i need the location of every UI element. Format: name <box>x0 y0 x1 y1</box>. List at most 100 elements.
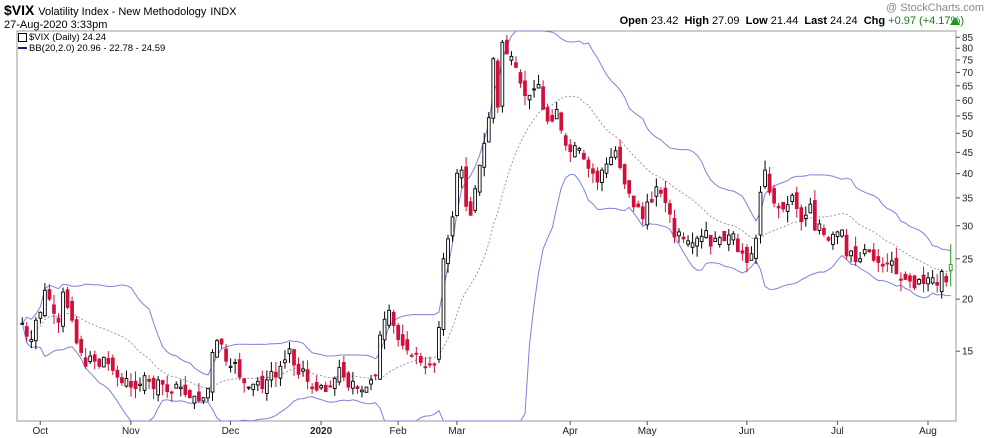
candle-body <box>935 282 940 286</box>
candle-body <box>151 377 156 390</box>
candle-body <box>346 372 351 388</box>
candle-body <box>33 319 38 342</box>
candle-body <box>509 55 514 61</box>
candle-body <box>668 203 672 215</box>
candle-body <box>486 117 491 143</box>
open-label: Open <box>619 15 648 27</box>
candle-body <box>97 358 102 367</box>
candle-body <box>876 256 881 263</box>
candle-body <box>613 150 618 158</box>
candle <box>346 371 351 391</box>
candle <box>813 190 817 232</box>
candle <box>785 195 790 223</box>
candle <box>292 348 296 376</box>
candle-body <box>622 164 627 185</box>
candle <box>572 141 577 158</box>
candle <box>935 273 940 293</box>
x-tick-label: Dec <box>222 426 240 437</box>
candle-body <box>165 384 170 393</box>
bollinger-bands <box>21 30 951 422</box>
candle <box>722 230 727 242</box>
candle-body <box>672 217 677 238</box>
candle-body <box>758 191 763 236</box>
ohlc-readout: Open 23.42 High 27.09 Low 21.44 Last 24.… <box>620 15 964 27</box>
candle <box>731 231 736 246</box>
candle-body <box>369 379 373 385</box>
candle <box>826 235 831 242</box>
candle <box>917 277 921 286</box>
candle-body <box>649 199 654 203</box>
candle <box>138 377 142 392</box>
candle-body <box>450 216 455 237</box>
candle-body <box>337 367 342 383</box>
candle <box>459 166 464 189</box>
candle-body <box>283 359 287 364</box>
candle <box>745 244 749 273</box>
y-tick-label: 30 <box>962 221 974 232</box>
candle <box>803 206 808 227</box>
candle-body <box>849 250 853 257</box>
candle <box>862 243 867 257</box>
candle <box>337 359 342 386</box>
candle <box>301 360 305 377</box>
candle-body <box>677 231 681 237</box>
candle-body <box>391 311 396 326</box>
candle-body <box>713 237 718 243</box>
candle <box>314 375 319 392</box>
candle <box>323 381 328 393</box>
candle-body <box>101 356 106 368</box>
y-tick-label: 85 <box>962 33 974 44</box>
candle <box>871 242 876 263</box>
candle-body <box>437 327 441 360</box>
candle <box>364 386 369 393</box>
candle <box>586 156 591 178</box>
low-value: 21.44 <box>770 15 799 27</box>
candle-body <box>414 352 419 355</box>
candle <box>514 56 518 69</box>
candle <box>663 180 668 213</box>
candle-body <box>572 145 577 158</box>
candle-body <box>871 249 876 261</box>
candle-body <box>183 384 188 396</box>
candle-body <box>781 201 786 210</box>
candle-body <box>926 277 930 285</box>
line-swatch-icon <box>18 47 27 50</box>
candle <box>142 372 147 395</box>
candle <box>849 250 853 263</box>
candle-body <box>464 166 468 207</box>
y-tick-label: 15 <box>962 347 974 358</box>
candle <box>237 352 242 381</box>
y-tick-label: 65 <box>962 81 974 92</box>
candle <box>595 167 600 191</box>
candle <box>120 373 124 386</box>
candle <box>178 379 183 397</box>
candle <box>568 139 573 163</box>
candle-body <box>835 231 840 237</box>
x-tick-label: May <box>638 426 657 437</box>
candle-body <box>360 389 364 393</box>
candle-body <box>600 169 604 183</box>
candle-body <box>663 187 668 204</box>
candle-body <box>853 246 858 263</box>
candle-body <box>418 356 423 363</box>
candle <box>772 184 776 208</box>
candle <box>912 274 917 291</box>
candle-body <box>586 159 591 169</box>
candle <box>672 209 677 244</box>
candle <box>794 186 799 218</box>
candle <box>192 395 197 410</box>
last-value: 24.24 <box>830 15 858 27</box>
candle <box>246 386 251 391</box>
candle-body <box>305 369 310 382</box>
candle <box>554 102 559 120</box>
candle-body <box>373 374 378 377</box>
candle <box>56 313 61 333</box>
candle-body <box>246 386 251 389</box>
legend-bb: BB(20,2.0) 20.96 - 22.78 - 24.59 <box>18 43 165 54</box>
candle-body <box>83 357 88 367</box>
candle <box>749 246 754 261</box>
candle-body <box>233 361 237 364</box>
candle-body <box>378 334 382 380</box>
candle <box>382 311 387 350</box>
